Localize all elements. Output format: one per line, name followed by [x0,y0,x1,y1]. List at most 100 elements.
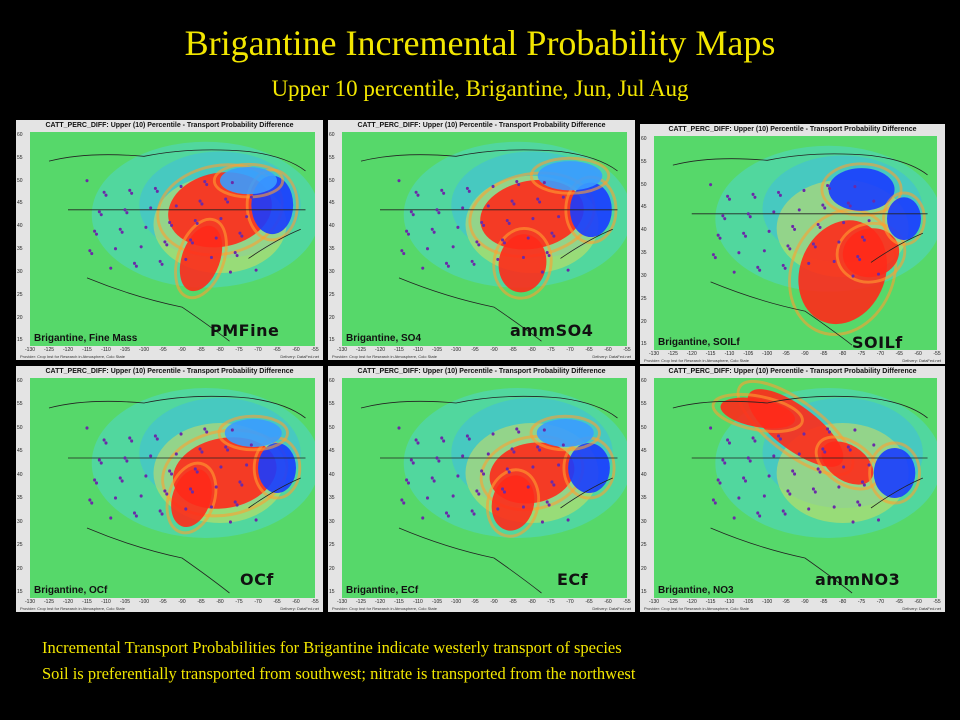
site-marker [165,243,169,247]
site-marker [93,478,97,482]
site-marker [184,507,188,511]
probability-blob [873,448,916,498]
x-tick-label: -90 [490,347,498,353]
site-marker [416,193,420,197]
map-label: Brigantine, OCf [34,585,108,596]
probability-contour [820,162,903,217]
site-marker [742,231,746,235]
site-marker [224,197,228,201]
site-marker [475,489,479,493]
site-marker [425,247,430,251]
probability-blob [224,419,282,447]
x-tick-label: -80 [839,599,847,605]
y-tick-label: 55 [329,401,335,408]
site-marker [139,494,143,498]
site-marker [781,263,785,267]
site-marker [195,221,199,225]
site-marker [163,240,167,244]
site-marker [521,505,525,509]
probability-blob [171,468,212,528]
probability-contour [711,392,804,434]
y-tick-label: 40 [329,471,335,478]
species-label-pmfine: PMFine [210,321,280,340]
site-marker [444,261,449,265]
site-marker [203,180,207,184]
footer-provider: Provider: Crop Inst for Research in Atmo… [20,606,125,611]
site-marker [470,509,474,513]
y-axis-ticks: 60 55 50 45 40 35 30 25 20 15 [329,378,341,598]
y-tick-label: 20 [329,565,335,572]
site-marker [877,518,881,522]
site-marker [189,238,193,242]
site-marker [405,229,409,233]
site-marker [797,208,801,212]
x-tick-label: -105 [119,347,131,353]
site-marker [811,487,815,491]
site-marker [762,494,766,498]
species-label-ecf: ECf [557,570,589,589]
x-tick-label: -125 [667,351,678,357]
site-marker [502,490,506,494]
probability-contour [217,414,289,452]
x-axis-ticks: -130 -125 -120 -115 -110 -105 -100 -95 -90 -85 -80… [25,599,319,605]
site-marker [491,184,495,189]
site-marker [777,190,781,194]
x-tick-label: -130 [336,599,348,605]
x-tick-label: -100 [762,351,773,357]
site-marker [538,448,542,452]
site-marker [797,452,801,456]
x-tick-label: -100 [762,599,773,605]
probability-map [342,132,627,346]
site-marker [856,255,860,259]
x-tick-label: -115 [705,599,716,605]
site-marker [480,220,484,225]
site-marker [547,253,551,258]
x-tick-label: -60 [604,599,612,605]
site-marker [816,467,820,471]
site-marker [867,463,871,467]
site-marker [163,489,167,493]
site-marker [99,213,103,217]
site-marker [442,439,446,443]
x-tick-label: -105 [431,599,443,605]
panel-header: CATT_PERC_DIFF: Upper (10) Percentile - … [668,368,917,375]
x-tick-label: -95 [782,599,790,605]
x-tick-label: -65 [273,347,281,353]
species-label-ammno3: ammNO3 [815,570,901,589]
site-marker [240,234,244,238]
y-tick-label: 30 [329,518,335,525]
x-tick-label: -70 [254,347,262,353]
boundary-lines [360,149,618,342]
y-tick-label: 30 [329,268,335,275]
site-marker [711,498,715,502]
x-tick-label: -130 [648,599,660,605]
probability-map [30,132,315,346]
site-marker [200,450,204,454]
probability-contour [835,221,907,284]
x-tick-label: -75 [547,599,555,605]
site-marker [486,204,490,208]
y-tick-label: 40 [17,471,23,478]
y-tick-label: 30 [17,518,23,525]
x-axis-ticks: -130 -125 -120 -115 -110 -105 -100 -95 -90 -85 -80… [649,599,941,605]
boundary-lines [672,395,928,594]
site-marker [214,236,218,240]
map-label: Brigantine, Fine Mass [34,333,138,344]
site-marker [125,459,129,463]
site-marker [748,459,752,463]
site-marker [446,264,450,268]
site-marker [858,257,862,262]
site-marker [802,432,806,436]
site-marker [170,223,174,227]
site-marker [517,430,521,434]
site-marker [456,474,460,478]
site-marker [432,479,436,483]
site-marker [536,197,540,201]
site-marker [238,480,242,484]
site-marker [552,483,556,487]
y-tick-label: 35 [329,246,335,253]
site-marker [783,512,787,516]
site-marker [517,182,521,187]
site-marker [807,507,811,511]
x-tick-label: -110 [101,347,111,353]
